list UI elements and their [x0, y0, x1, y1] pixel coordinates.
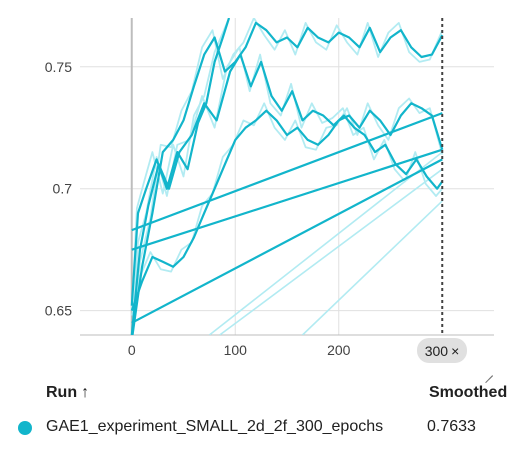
smoothed-series-line[interactable] — [130, 53, 444, 335]
run-color-swatch — [18, 421, 32, 435]
x-tick-labels: 0 100 200 — [128, 342, 351, 358]
smoothed-column-header[interactable]: Smoothed — [429, 384, 508, 401]
x-tick-label: 200 — [327, 342, 351, 358]
x-tick-label: 0 — [128, 342, 136, 358]
y-tick-label: 0.75 — [45, 59, 72, 75]
raw-series-line — [131, 46, 443, 335]
table-row[interactable]: GAE1_experiment_SMALL_2d_2f_300_epochs 0… — [0, 416, 514, 440]
run-smoothed-value: 0.7633 — [427, 418, 476, 435]
series-layer — [130, 18, 444, 340]
resize-handle-icon[interactable] — [481, 364, 493, 376]
close-icon[interactable]: × — [451, 342, 460, 359]
sort-arrow-icon: ↑ — [81, 384, 90, 401]
raw-series-line — [130, 97, 444, 316]
y-tick-labels: 0.75 0.7 0.65 — [45, 59, 72, 319]
smoothed-series-line[interactable] — [131, 21, 444, 340]
raw-series-line — [301, 200, 443, 335]
run-name: GAE1_experiment_SMALL_2d_2f_300_epochs — [46, 418, 384, 435]
x-tick-label: 100 — [224, 342, 248, 358]
cursor-step-chip[interactable]: 300 × — [417, 338, 467, 363]
smoothed-series-line[interactable] — [131, 148, 443, 251]
y-tick-label: 0.7 — [53, 181, 73, 197]
raw-series-line — [131, 18, 444, 335]
raw-series-line — [219, 168, 443, 335]
run-header-label: Run — [46, 384, 78, 401]
smoothed-series-line[interactable] — [130, 18, 231, 306]
cursor-step-label: 300 — [424, 342, 449, 359]
run-column-header[interactable]: Run ↑ — [46, 384, 89, 402]
smoothed-series-line[interactable] — [130, 102, 444, 311]
raw-series-line — [208, 151, 443, 335]
line-chart: 0.75 0.7 0.65 0 100 200 — [45, 18, 494, 358]
grid — [80, 18, 494, 336]
smoothed-series-line[interactable] — [131, 158, 443, 324]
y-tick-label: 0.65 — [45, 303, 72, 319]
